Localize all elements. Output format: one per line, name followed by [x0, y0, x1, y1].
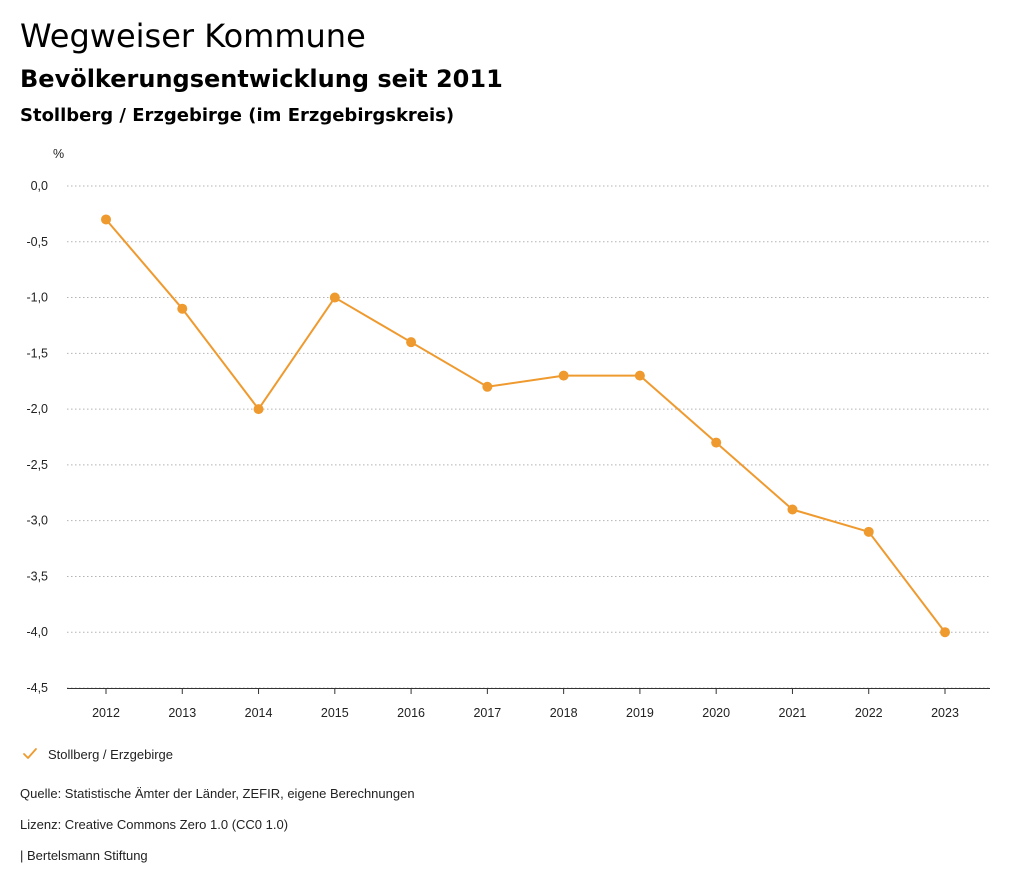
axes [67, 688, 990, 694]
data-point[interactable] [101, 214, 111, 225]
y-tick-label: -1,0 [26, 291, 48, 305]
grid-lines [67, 185, 990, 689]
x-tick-label: 2015 [321, 706, 349, 720]
y-tick-label: -0,5 [26, 235, 48, 249]
y-tick-label: -4,5 [26, 681, 48, 695]
legend-label: Stollberg / Erzgebirge [48, 746, 174, 762]
y-tick-label: -3,5 [26, 569, 48, 583]
series-line [105, 218, 946, 633]
y-tick-label: -1,5 [26, 346, 48, 360]
data-point[interactable] [558, 370, 569, 381]
legend[interactable]: Stollberg / Erzgebirge [22, 744, 173, 764]
y-tick-label: -4,0 [26, 625, 48, 639]
data-point[interactable] [329, 292, 340, 303]
data-point[interactable] [787, 504, 798, 515]
x-tick-label: 2013 [168, 706, 196, 720]
page-title: Wegweiser Kommune [20, 17, 366, 55]
x-tick-label: 2023 [931, 706, 959, 720]
x-tick-label: 2019 [626, 706, 654, 720]
source-note: Quelle: Statistische Ämter der Länder, Z… [20, 786, 415, 801]
license-note: Lizenz: Creative Commons Zero 1.0 (CC0 1… [20, 817, 289, 832]
publisher-note: | Bertelsmann Stiftung [20, 848, 148, 863]
data-point[interactable] [253, 404, 264, 415]
data-point[interactable] [406, 337, 417, 348]
x-tick-label: 2021 [779, 706, 807, 720]
data-point[interactable] [482, 381, 493, 392]
y-tick-label: -2,5 [26, 458, 48, 472]
data-point[interactable] [711, 437, 722, 448]
x-tick-label: 2016 [397, 706, 425, 720]
x-tick-label: 2014 [245, 706, 273, 720]
series-0 [101, 214, 950, 638]
y-axis-unit-label: % [53, 147, 64, 161]
region-label: Stollberg / Erzgebirge (im Erzgebirgskre… [20, 105, 455, 126]
y-tick-label: -3,0 [26, 514, 48, 528]
x-tick-label: 2022 [855, 706, 883, 720]
x-tick-label: 2012 [92, 706, 120, 720]
y-tick-labels: 0,0 -0,5 -1,0 -1,5 -2,0 -2,5 -3,0 -3,5 -4,0 -4,5 [26, 179, 48, 695]
checkmark-icon [23, 748, 37, 759]
y-tick-label: 0,0 [31, 179, 48, 193]
data-point[interactable] [940, 627, 950, 638]
line-chart: % 0,0 -0,5 -1,0 -1,5 -2,0 -2,5 -3,0 -3,5 -4,0 -4,… [26, 147, 990, 720]
chart-subtitle: Bevölkerungsentwicklung seit 2011 [20, 65, 503, 93]
data-point[interactable] [177, 303, 188, 314]
data-point[interactable] [634, 370, 645, 381]
x-tick-label: 2018 [550, 706, 578, 720]
x-tick-label: 2020 [702, 706, 730, 720]
data-point[interactable] [863, 526, 874, 537]
x-tick-label: 2017 [473, 706, 501, 720]
y-tick-label: -2,0 [26, 402, 48, 416]
x-tick-labels: 2012 2013 2014 2015 2016 2017 2018 2019 2020 2021… [92, 706, 959, 720]
series [101, 214, 950, 638]
